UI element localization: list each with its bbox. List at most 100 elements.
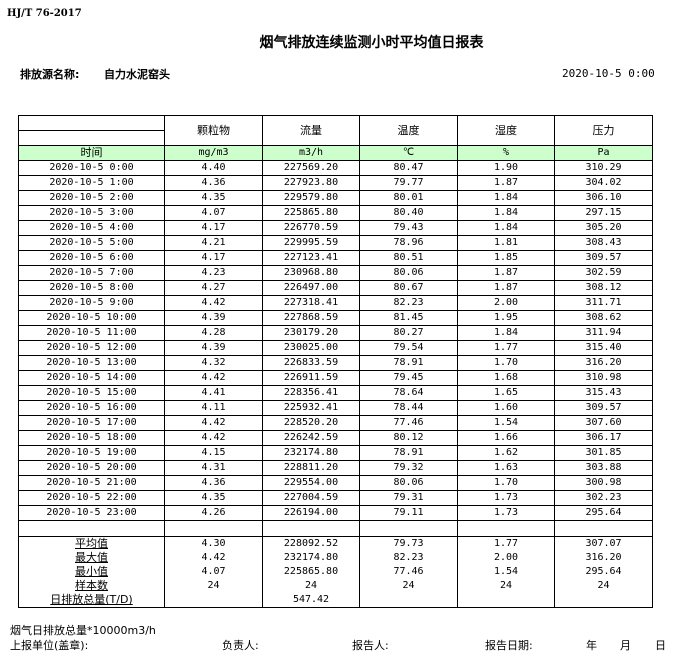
particulate-cell [164, 593, 263, 608]
flow-cell: 228092.52 [262, 536, 360, 551]
particulate-cell: 4.30 [164, 536, 263, 551]
pressure-cell: 295.64 [554, 505, 653, 521]
time-cell: 2020-10-5 1:00 [18, 175, 165, 191]
unit-cell: ℃ [359, 145, 458, 161]
time-cell: 2020-10-5 15:00 [18, 385, 165, 401]
humidity-cell: 1.95 [457, 310, 555, 326]
particulate-cell: 4.42 [164, 370, 263, 386]
temperature-cell: 80.67 [359, 280, 458, 296]
table-row: 2020-10-5 2:00 4.35 229579.80 80.01 1.84 306.… [18, 190, 653, 206]
reporter-label: 报告人: [352, 639, 389, 652]
summary-row: 平均值 4.30 228092.52 79.73 1.77 307.07 [18, 536, 653, 551]
pressure-cell: 302.59 [554, 265, 653, 281]
flow-cell: 226911.59 [262, 370, 360, 386]
flow-cell: 227004.59 [262, 490, 360, 506]
pressure-cell: 308.43 [554, 235, 653, 251]
particulate-cell: 4.40 [164, 160, 263, 176]
temperature-cell: 82.23 [359, 551, 458, 565]
particulate-cell: 4.21 [164, 235, 263, 251]
standard-code: HJ/T 76-2017 [7, 8, 82, 19]
table-row: 2020-10-5 0:00 4.40 227569.20 80.47 1.90 310.… [18, 160, 653, 176]
blank-row [18, 520, 653, 537]
humidity-cell: 1.63 [457, 460, 555, 476]
table-row: 2020-10-5 19:00 4.15 232174.80 78.91 1.62 301… [18, 445, 653, 461]
time-cell: 2020-10-5 3:00 [18, 205, 165, 221]
source-name: 自力水泥窑头 [104, 68, 170, 81]
table-row: 2020-10-5 14:00 4.42 226911.59 79.45 1.68 310… [18, 370, 653, 386]
summary-row: 样本数 24 24 24 24 24 [18, 579, 653, 593]
humidity-cell: 1.90 [457, 160, 555, 176]
footer-note: 烟气日排放总量*10000m3/h [10, 624, 156, 637]
humidity-cell: 1.68 [457, 370, 555, 386]
flow-cell: 226194.00 [262, 505, 360, 521]
report-table: 颗粒物 流量 温度 湿度 压力 时间 mg/m3 m3/h ℃ % Pa 202… [18, 115, 653, 608]
temperature-cell: 80.51 [359, 250, 458, 266]
table-row: 2020-10-5 16:00 4.11 225932.41 78.44 1.60 309… [18, 400, 653, 416]
particulate-cell: 4.11 [164, 400, 263, 416]
time-cell: 2020-10-5 17:00 [18, 415, 165, 431]
pressure-cell: 306.17 [554, 430, 653, 446]
flow-cell: 230968.80 [262, 265, 360, 281]
humidity-cell: 1.60 [457, 400, 555, 416]
temperature-cell: 81.45 [359, 310, 458, 326]
table-row: 2020-10-5 17:00 4.42 228520.20 77.46 1.54 307… [18, 415, 653, 431]
flow-cell: 230025.00 [262, 340, 360, 356]
particulate-cell: 4.36 [164, 175, 263, 191]
pressure-cell: 305.20 [554, 220, 653, 236]
particulate-cell: 4.15 [164, 445, 263, 461]
flow-cell: 226770.59 [262, 220, 360, 236]
time-cell: 2020-10-5 20:00 [18, 460, 165, 476]
table-row: 2020-10-5 18:00 4.42 226242.59 80.12 1.66 306… [18, 430, 653, 446]
temperature-cell: 77.46 [359, 565, 458, 579]
time-cell: 2020-10-5 9:00 [18, 295, 165, 311]
pressure-cell: 300.98 [554, 475, 653, 491]
humidity-cell: 1.87 [457, 280, 555, 296]
temperature-cell: 80.12 [359, 430, 458, 446]
time-cell: 2020-10-5 6:00 [18, 250, 165, 266]
humidity-cell: 1.65 [457, 385, 555, 401]
month-label: 月 [620, 639, 631, 652]
particulate-cell: 4.26 [164, 505, 263, 521]
particulate-cell: 4.07 [164, 565, 263, 579]
temperature-cell: 79.54 [359, 340, 458, 356]
humidity-cell: 1.73 [457, 490, 555, 506]
report-datetime: 2020-10-5 0:00 [562, 67, 655, 80]
temperature-cell: 78.64 [359, 385, 458, 401]
temperature-cell: 79.43 [359, 220, 458, 236]
humidity-cell: 2.00 [457, 551, 555, 565]
humidity-cell: 1.54 [457, 565, 555, 579]
temperature-cell [359, 593, 458, 608]
time-cell: 最小值 [18, 565, 165, 579]
pressure-cell: 316.20 [554, 551, 653, 565]
time-cell: 2020-10-5 12:00 [18, 340, 165, 356]
humidity-cell: 24 [457, 579, 555, 593]
time-cell: 最大值 [18, 551, 165, 565]
humidity-cell: 1.87 [457, 265, 555, 281]
pressure-cell: 301.85 [554, 445, 653, 461]
summary-row: 最大值 4.42 232174.80 82.23 2.00 316.20 [18, 551, 653, 565]
temperature-cell: 79.73 [359, 536, 458, 551]
pressure-cell [554, 520, 653, 537]
flow-cell: 226833.59 [262, 355, 360, 371]
flow-cell: 228520.20 [262, 415, 360, 431]
humidity-cell: 1.84 [457, 190, 555, 206]
source-label: 排放源名称: [20, 68, 80, 81]
table-row: 2020-10-5 20:00 4.31 228811.20 79.32 1.63 303… [18, 460, 653, 476]
table-row: 2020-10-5 9:00 4.42 227318.41 82.23 2.00 311.… [18, 295, 653, 311]
flow-cell: 547.42 [262, 593, 360, 608]
temperature-cell: 80.06 [359, 265, 458, 281]
temperature-cell: 80.06 [359, 475, 458, 491]
time-cell: 2020-10-5 4:00 [18, 220, 165, 236]
temperature-cell: 24 [359, 579, 458, 593]
humidity-cell: 1.77 [457, 340, 555, 356]
particulate-cell: 4.42 [164, 295, 263, 311]
flow-cell: 229579.80 [262, 190, 360, 206]
table-row: 2020-10-5 23:00 4.26 226194.00 79.11 1.73 295… [18, 505, 653, 521]
humidity-cell: 1.81 [457, 235, 555, 251]
humidity-cell: 1.84 [457, 220, 555, 236]
particulate-cell: 4.42 [164, 551, 263, 565]
pressure-cell [554, 593, 653, 608]
humidity-cell: 1.62 [457, 445, 555, 461]
time-cell: 2020-10-5 8:00 [18, 280, 165, 296]
temperature-cell: 79.45 [359, 370, 458, 386]
